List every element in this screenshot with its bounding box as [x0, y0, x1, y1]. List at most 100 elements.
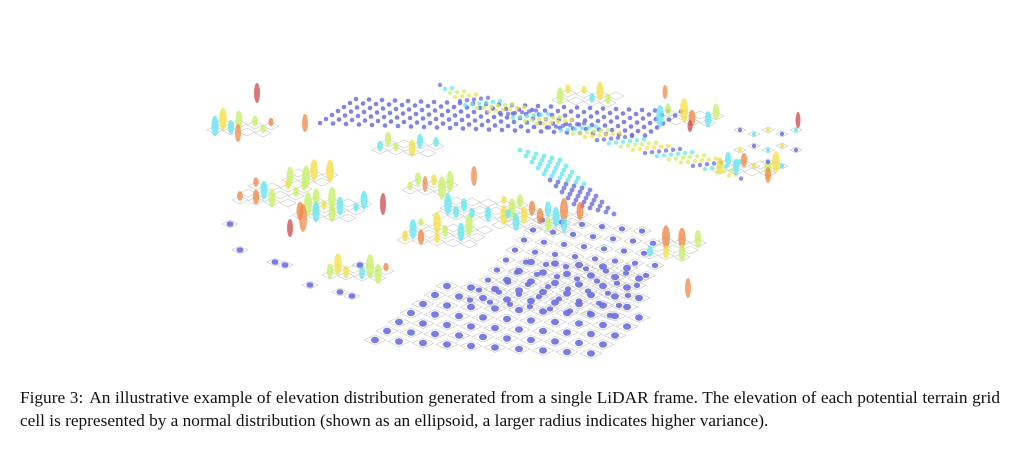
elevation-ellipsoid: [533, 271, 541, 277]
elevation-ellipsoid: [526, 109, 532, 114]
elevation-ellipsoid: [551, 129, 557, 135]
elevation-ellipsoid: [486, 109, 492, 114]
grid-cell: [589, 298, 609, 309]
elevation-ellipsoid: [553, 183, 559, 189]
elevation-ellipsoid: [461, 89, 467, 94]
elevation-ellipsoid: [561, 167, 567, 173]
elevation-ellipsoid: [493, 108, 499, 113]
elevation-ellipsoid: [634, 138, 640, 143]
elevation-ellipsoid: [481, 105, 487, 110]
grid-cell: [483, 342, 507, 353]
elevation-ellipsoid: [513, 269, 521, 275]
elevation-ellipsoid: [538, 129, 544, 134]
elevation-ellipsoid: [434, 233, 440, 243]
elevation-ellipsoid: [740, 152, 748, 168]
grid-cell: [471, 205, 489, 215]
elevation-ellipsoid: [392, 98, 398, 103]
figure-illustration: [206, 81, 803, 359]
elevation-ellipsoid: [380, 106, 386, 111]
elevation-ellipsoid: [666, 157, 672, 162]
elevation-ellipsoid: [384, 131, 392, 147]
elevation-ellipsoid: [649, 240, 657, 246]
elevation-ellipsoid: [553, 165, 559, 171]
elevation-ellipsoid: [551, 318, 559, 326]
elevation-ellipsoid: [355, 113, 361, 119]
elevation-ellipsoid: [517, 147, 523, 153]
elevation-ellipsoid: [595, 118, 601, 124]
elevation-ellipsoid: [491, 344, 499, 351]
elevation-ellipsoid: [547, 159, 553, 165]
elevation-ellipsoid: [581, 86, 587, 94]
grid-cell: [649, 243, 667, 253]
elevation-ellipsoid: [571, 183, 577, 189]
elevation-ellipsoid: [235, 124, 241, 142]
elevation-ellipsoid: [366, 254, 374, 278]
elevation-ellipsoid: [593, 193, 599, 199]
elevation-ellipsoid: [549, 173, 555, 179]
elevation-ellipsoid: [642, 272, 650, 278]
grid-cell: [339, 213, 357, 223]
elevation-ellipsoid: [622, 134, 628, 140]
elevation-ellipsoid: [466, 122, 472, 127]
elevation-ellipsoid: [432, 108, 438, 113]
elevation-ellipsoid: [563, 270, 571, 278]
elevation-ellipsoid: [453, 121, 459, 127]
elevation-ellipsoid: [765, 167, 771, 183]
elevation-ellipsoid: [537, 161, 543, 167]
grid-cell: [543, 258, 567, 269]
grid-cell: [579, 348, 603, 359]
elevation-ellipsoid: [575, 175, 581, 181]
elevation-ellipsoid: [550, 115, 556, 121]
elevation-ellipsoid: [737, 127, 743, 133]
elevation-ellipsoid: [587, 350, 595, 357]
elevation-ellipsoid: [460, 126, 466, 131]
elevation-ellipsoid: [591, 256, 599, 262]
grid-cell: [598, 288, 618, 299]
elevation-ellipsoid: [656, 149, 662, 154]
elevation-ellipsoid: [467, 323, 475, 330]
elevation-ellipsoid: [560, 217, 568, 233]
elevation-ellipsoid: [528, 200, 536, 216]
elevation-ellipsoid: [665, 143, 671, 148]
grid-cell: [789, 126, 803, 134]
elevation-ellipsoid: [451, 104, 457, 110]
elevation-ellipsoid: [495, 103, 501, 109]
elevation-ellipsoid: [539, 157, 545, 163]
elevation-ellipsoid: [418, 99, 424, 104]
elevation-ellipsoid: [578, 221, 586, 227]
elevation-ellipsoid: [600, 106, 606, 111]
elevation-ellipsoid: [793, 127, 799, 133]
grid-cell: [789, 146, 803, 154]
elevation-ellipsoid: [445, 108, 451, 114]
elevation-ellipsoid: [469, 102, 475, 107]
elevation-ellipsoid: [464, 98, 470, 103]
grid-cell: [579, 270, 603, 281]
elevation-ellipsoid: [651, 145, 657, 150]
elevation-ellipsoid: [360, 190, 368, 210]
elevation-ellipsoid: [268, 188, 276, 208]
elevation-ellipsoid: [317, 120, 323, 126]
grid-cell: [246, 120, 264, 130]
grid-cell: [632, 226, 652, 236]
elevation-ellipsoid: [569, 231, 577, 237]
grid-cell: [399, 307, 423, 319]
elevation-ellipsoid: [582, 266, 590, 272]
grid-cell: [761, 146, 775, 154]
elevation-ellipsoid: [574, 105, 580, 110]
grid-cell: [543, 336, 567, 347]
elevation-ellipsoid: [466, 93, 472, 98]
elevation-ellipsoid: [454, 90, 460, 95]
elevation-ellipsoid: [574, 122, 580, 127]
elevation-ellipsoid: [281, 262, 289, 268]
elevation-ellipsoid: [577, 189, 583, 195]
elevation-ellipsoid: [635, 314, 643, 321]
grid-cell: [435, 339, 459, 350]
elevation-ellipsoid: [551, 299, 559, 306]
grid-cell: [555, 307, 579, 319]
elevation-ellipsoid: [724, 151, 732, 167]
elevation-ellipsoid: [529, 159, 535, 165]
elevation-ellipsoid: [663, 245, 669, 259]
elevation-ellipsoid: [312, 201, 320, 223]
elevation-ellipsoid: [620, 248, 628, 254]
grid-cell: [331, 287, 349, 297]
